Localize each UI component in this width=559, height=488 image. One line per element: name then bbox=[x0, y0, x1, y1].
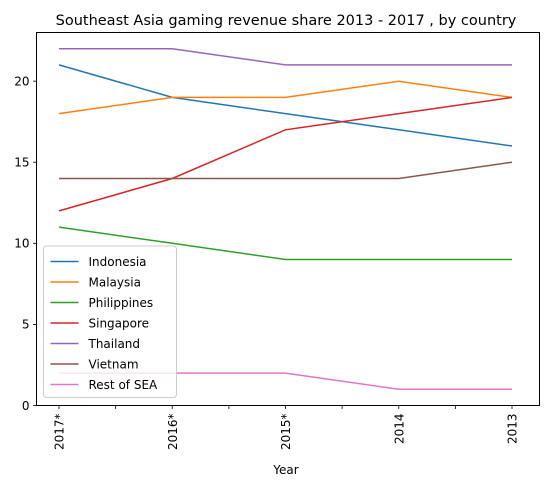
y-tick-label: 0 bbox=[22, 399, 30, 413]
x-tick-label: 2016* bbox=[166, 414, 180, 451]
legend-box bbox=[43, 245, 177, 398]
x-axis-label: Year bbox=[272, 463, 298, 477]
legend: Indonesia Malaysia Philippines Singapore Tha… bbox=[43, 245, 177, 398]
legend-label: Vietnam bbox=[89, 357, 139, 371]
series-line-thailand bbox=[59, 47, 512, 66]
y-tick-label: 15 bbox=[14, 156, 29, 170]
y-tick-label: 5 bbox=[22, 318, 30, 332]
y-tick-label: 20 bbox=[14, 74, 29, 88]
legend-label: Philippines bbox=[89, 296, 154, 310]
series-line-philippines bbox=[58, 226, 512, 261]
y-tick-label: 10 bbox=[14, 237, 29, 251]
legend-label: Singapore bbox=[89, 316, 150, 330]
x-tick-label: 2014 bbox=[392, 414, 406, 445]
x-tick-label: 2013 bbox=[506, 414, 520, 445]
chart-title: Southeast Asia gaming revenue share 2013… bbox=[56, 13, 517, 29]
legend-label: Thailand bbox=[88, 337, 141, 351]
series-line-indonesia bbox=[58, 64, 513, 147]
legend-label: Malaysia bbox=[89, 275, 141, 289]
series-line-malaysia bbox=[58, 80, 513, 115]
legend-label: Indonesia bbox=[89, 255, 147, 269]
series-line-singapore bbox=[58, 96, 513, 212]
series-line-vietnam bbox=[59, 161, 513, 180]
x-tick-label: 2015* bbox=[279, 414, 293, 451]
plot-frame bbox=[36, 32, 540, 406]
x-tick-label: 2017* bbox=[53, 414, 67, 451]
legend-label: Rest of SEA bbox=[89, 378, 159, 392]
